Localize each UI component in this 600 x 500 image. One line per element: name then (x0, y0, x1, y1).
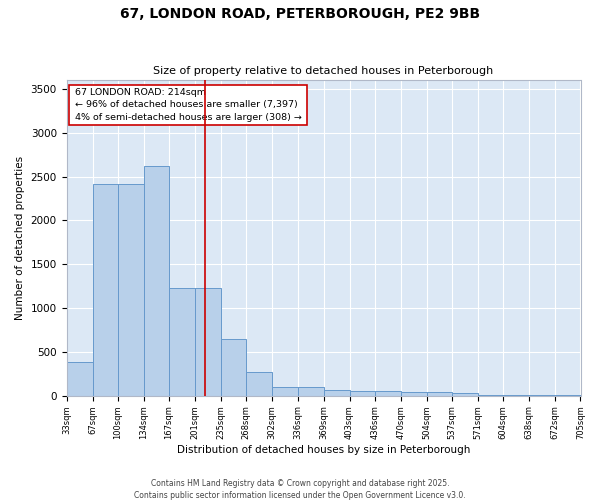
Bar (221, 339, 246, 396)
Y-axis label: Number of detached properties: Number of detached properties (15, 156, 25, 320)
Bar (503, 395, 529, 396)
Bar (427, 392, 452, 396)
Text: 67 LONDON ROAD: 214sqm
 ← 96% of detached houses are smaller (7,397)
 4% of semi: 67 LONDON ROAD: 214sqm ← 96% of detached… (71, 88, 305, 122)
Text: Contains HM Land Registry data © Crown copyright and database right 2025.
Contai: Contains HM Land Registry data © Crown c… (134, 478, 466, 500)
Bar (375, 391, 401, 396)
Bar (323, 390, 350, 396)
Bar (92, 184, 118, 396)
Bar (272, 387, 298, 396)
Bar (298, 387, 323, 396)
Bar (401, 392, 427, 396)
Bar (246, 372, 272, 396)
Bar (169, 288, 195, 396)
Bar (67, 362, 92, 396)
Bar (118, 184, 144, 396)
Title: Size of property relative to detached houses in Peterborough: Size of property relative to detached ho… (154, 66, 494, 76)
Bar (195, 288, 221, 396)
Bar (350, 391, 375, 396)
Bar (478, 395, 503, 396)
X-axis label: Distribution of detached houses by size in Peterborough: Distribution of detached houses by size … (177, 445, 470, 455)
Bar (452, 393, 478, 396)
Text: 67, LONDON ROAD, PETERBOROUGH, PE2 9BB: 67, LONDON ROAD, PETERBOROUGH, PE2 9BB (120, 8, 480, 22)
Bar (144, 166, 169, 396)
